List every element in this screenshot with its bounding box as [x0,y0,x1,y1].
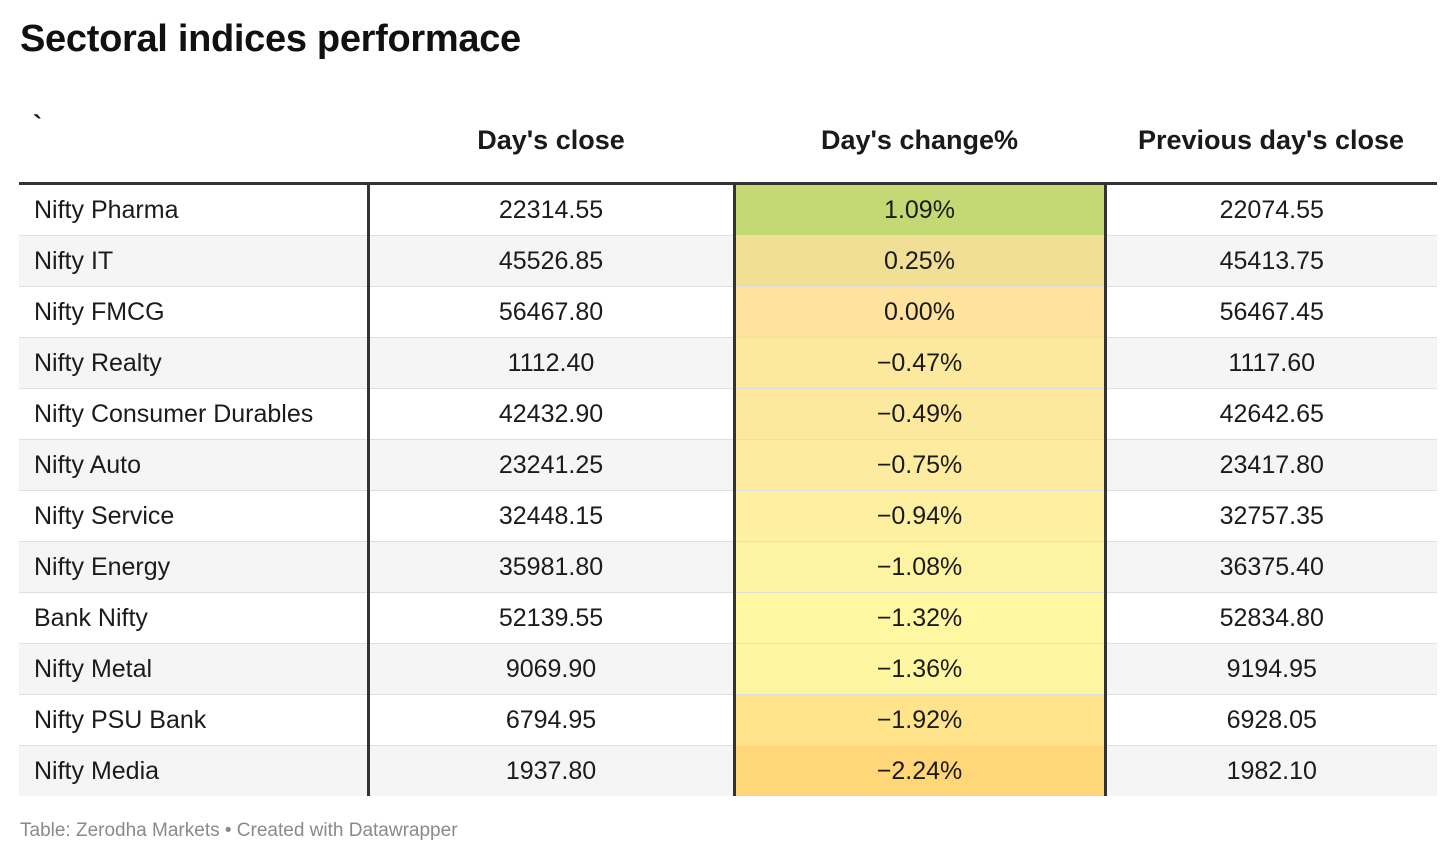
days-close-cell: 56467.80 [366,286,734,338]
sectoral-indices-table: ` Day's close Day's change% Previous day… [19,100,1437,796]
chart-title: Sectoral indices performace [20,18,521,60]
index-name-cell: Nifty Energy [19,541,368,593]
table-row: Nifty PSU Bank 6794.95 −1.92% 6928.05 [19,694,1437,746]
days-close-cell: 52139.55 [366,592,734,644]
days-change-cell: −1.36% [732,643,1107,695]
index-name-cell: Nifty Service [19,490,368,542]
index-name-cell: Nifty Realty [19,337,368,389]
previous-close-cell: 45413.75 [1105,235,1437,287]
previous-close-cell: 56467.45 [1105,286,1437,338]
table-row: Nifty Energy 35981.80 −1.08% 36375.40 [19,541,1437,593]
previous-close-cell: 9194.95 [1105,643,1437,695]
days-change-cell: −1.92% [732,694,1107,746]
index-name-cell: Nifty FMCG [19,286,368,338]
days-close-cell: 1112.40 [366,337,734,389]
table-row: Nifty IT 45526.85 0.25% 45413.75 [19,235,1437,287]
days-change-cell: 0.00% [732,286,1107,338]
days-change-cell: −1.08% [732,541,1107,593]
days-change-cell: −0.47% [732,337,1107,389]
days-close-cell: 22314.55 [366,183,734,236]
table-row: Nifty FMCG 56467.80 0.00% 56467.45 [19,286,1437,338]
table-row: Nifty Realty 1112.40 −0.47% 1117.60 [19,337,1437,389]
days-close-cell: 9069.90 [366,643,734,695]
source-footer: Table: Zerodha Markets • Created with Da… [20,820,458,841]
days-close-cell: 35981.80 [366,541,734,593]
column-header-name[interactable]: ` [19,100,368,185]
days-change-cell: −0.49% [732,388,1107,440]
index-name-cell: Nifty Media [19,745,368,796]
table-row: Nifty Auto 23241.25 −0.75% 23417.80 [19,439,1437,491]
header-row: ` Day's close Day's change% Previous day… [19,100,1437,185]
days-change-cell: −0.75% [732,439,1107,491]
table-row: Nifty Media 1937.80 −2.24% 1982.10 [19,745,1437,796]
index-name-cell: Nifty IT [19,235,368,287]
days-change-cell: −2.24% [732,745,1107,796]
days-close-cell: 45526.85 [366,235,734,287]
table-body: Nifty Pharma 22314.55 1.09% 22074.55 Nifty I… [19,183,1437,796]
days-change-cell: −1.32% [732,592,1107,644]
table-row: Nifty Pharma 22314.55 1.09% 22074.55 [19,183,1437,236]
index-name-cell: Nifty Pharma [19,183,368,236]
days-change-cell: 1.09% [732,183,1107,236]
previous-close-cell: 42642.65 [1105,388,1437,440]
days-close-cell: 32448.15 [366,490,734,542]
table-row: Nifty Metal 9069.90 −1.36% 9194.95 [19,643,1437,695]
days-change-cell: −0.94% [732,490,1107,542]
days-close-cell: 23241.25 [366,439,734,491]
previous-close-cell: 23417.80 [1105,439,1437,491]
previous-close-cell: 6928.05 [1105,694,1437,746]
index-name-cell: Nifty Metal [19,643,368,695]
previous-close-cell: 1117.60 [1105,337,1437,389]
index-name-cell: Nifty Auto [19,439,368,491]
days-change-cell: 0.25% [732,235,1107,287]
table-header: ` Day's close Day's change% Previous day… [19,100,1437,185]
column-header-days-change[interactable]: Day's change% [734,100,1105,185]
previous-close-cell: 22074.55 [1105,183,1437,236]
days-close-cell: 1937.80 [366,745,734,796]
days-close-cell: 42432.90 [366,388,734,440]
table-row: Nifty Service 32448.15 −0.94% 32757.35 [19,490,1437,542]
column-header-days-close[interactable]: Day's close [368,100,734,185]
previous-close-cell: 32757.35 [1105,490,1437,542]
table-row: Bank Nifty 52139.55 −1.32% 52834.80 [19,592,1437,644]
index-name-cell: Nifty PSU Bank [19,694,368,746]
table-row: Nifty Consumer Durables 42432.90 −0.49% 426… [19,388,1437,440]
days-close-cell: 6794.95 [366,694,734,746]
previous-close-cell: 1982.10 [1105,745,1437,796]
index-name-cell: Nifty Consumer Durables [19,388,368,440]
column-header-previous-close[interactable]: Previous day's close [1105,100,1437,185]
previous-close-cell: 52834.80 [1105,592,1437,644]
previous-close-cell: 36375.40 [1105,541,1437,593]
index-name-cell: Bank Nifty [19,592,368,644]
